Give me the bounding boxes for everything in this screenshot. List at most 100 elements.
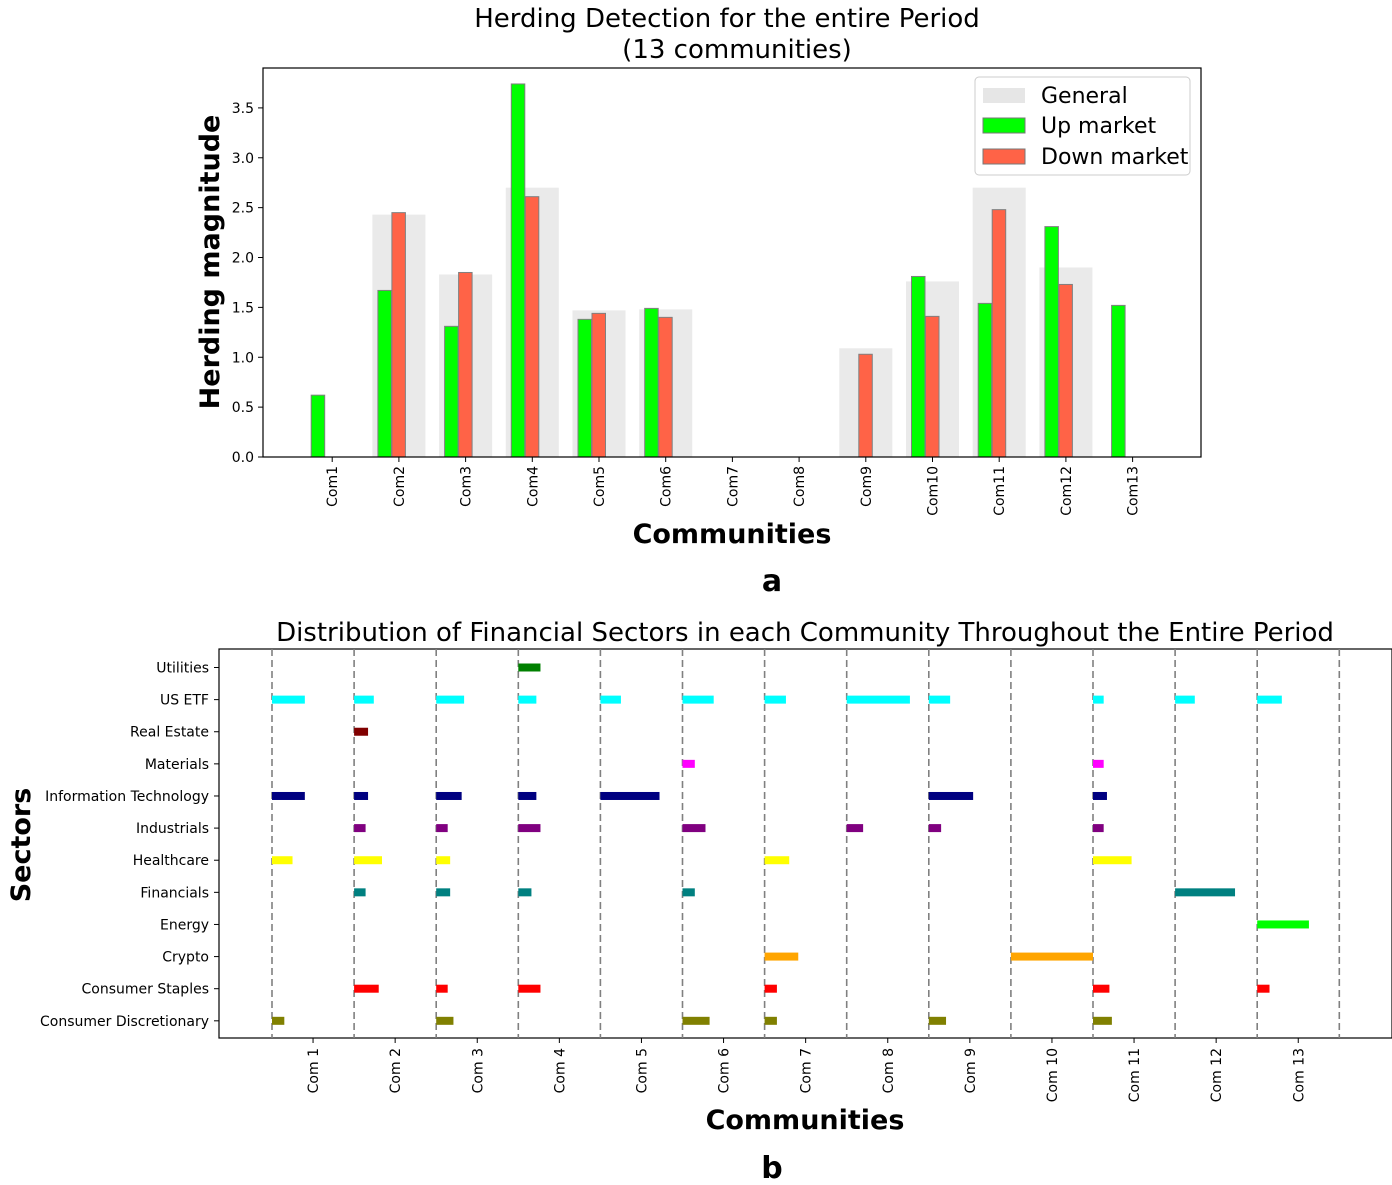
bar-up-market-com2 xyxy=(377,289,392,458)
x-tick-label-com-8: Com 8 xyxy=(881,1048,897,1093)
chart-a-title-line1: Herding Detection for the entire Period xyxy=(474,4,980,34)
bar-down-market-com4 xyxy=(524,196,540,458)
bar-down-market-com10 xyxy=(925,315,940,458)
bar-up-market-com5 xyxy=(577,318,592,458)
x-tick-label-com-1: Com 1 xyxy=(306,1048,322,1093)
y-tick-label: 0.0 xyxy=(232,450,254,466)
x-tick-label-com-2: Com 2 xyxy=(388,1048,404,1093)
bar-information-technology-com-2 xyxy=(354,791,369,800)
x-tick-label-com2: Com2 xyxy=(392,466,408,507)
x-tick-label-com-11: Com 11 xyxy=(1127,1048,1143,1102)
bar-consumer-staples-com-13 xyxy=(1257,984,1270,993)
chart-a-y-axis: 0.0 0.5 1.0 1.5 2.0 2.5 3.0 3.5 xyxy=(232,101,263,466)
x-tick-label-com-13: Com 13 xyxy=(1291,1048,1307,1102)
bar-information-technology-com-1 xyxy=(272,791,305,800)
bar-healthcare-com-1 xyxy=(272,856,293,865)
x-tick-label-com-7: Com 7 xyxy=(799,1048,815,1093)
sector-label-us-etf: US ETF xyxy=(160,693,209,709)
bar-healthcare-com-2 xyxy=(354,856,383,865)
x-tick-label-com6: Com6 xyxy=(659,466,675,507)
legend-frame xyxy=(974,76,1191,176)
panel-b: Distribution of Financial Sectors in eac… xyxy=(6,618,1392,1185)
bar-materials-com-11 xyxy=(1093,759,1104,768)
bar-down-market-com9 xyxy=(858,353,873,458)
bar-consumer-discretionary-com-11 xyxy=(1093,1016,1112,1025)
chart-a-y-label: Herding magnitude xyxy=(195,115,226,410)
bar-us-etf-com-9 xyxy=(928,695,951,704)
bar-crypto-com-10 xyxy=(1010,952,1093,961)
bar-financials-com-12 xyxy=(1175,888,1236,897)
legend-swatch-up-market xyxy=(982,117,1026,134)
sector-label-utilities: Utilities xyxy=(156,661,209,677)
bar-healthcare-com-7 xyxy=(764,856,790,865)
bar-consumer-discretionary-com-9 xyxy=(928,1016,947,1025)
bar-down-market-com2 xyxy=(391,212,406,458)
x-tick-label-com3: Com3 xyxy=(459,466,475,507)
sector-label-materials: Materials xyxy=(145,757,209,773)
bar-consumer-staples-com-11 xyxy=(1093,984,1110,993)
bar-us-etf-com-8 xyxy=(846,695,910,704)
bar-financials-com-4 xyxy=(518,888,532,897)
y-tick-label: 3.5 xyxy=(232,101,254,117)
bar-utilities-com-4 xyxy=(518,663,541,672)
legend-swatch-general xyxy=(983,88,1025,103)
y-tick-label: 2.5 xyxy=(232,201,254,217)
bar-consumer-staples-com-3 xyxy=(436,984,448,993)
chart-a-bars xyxy=(310,83,1126,458)
bar-up-market-com11 xyxy=(977,302,993,458)
chart-b-plot-frame xyxy=(218,648,1392,1039)
x-tick-label-com5: Com5 xyxy=(592,466,608,507)
chart-b-y-axis: Utilities US ETF Real Estate Materials Infor… xyxy=(40,661,219,1030)
chart-b-title: Distribution of Financial Sectors in eac… xyxy=(276,618,1334,648)
x-tick-label-com8: Com8 xyxy=(792,466,808,507)
bar-up-market-com13 xyxy=(1111,304,1126,458)
legend-label-up-market: Up market xyxy=(1041,114,1157,139)
bar-up-market-com4 xyxy=(510,83,526,458)
bar-healthcare-com-3 xyxy=(436,856,451,865)
bar-us-etf-com-12 xyxy=(1175,695,1195,704)
bar-up-market-com6 xyxy=(644,307,659,458)
chart-a-x-label: Communities xyxy=(633,519,832,550)
bar-industrials-com-3 xyxy=(436,824,448,833)
x-tick-label-com-3: Com 3 xyxy=(470,1048,486,1093)
x-tick-label-com-4: Com 4 xyxy=(552,1048,568,1093)
bar-healthcare-com-11 xyxy=(1093,856,1132,865)
bar-energy-com-13 xyxy=(1257,920,1309,929)
bar-information-technology-com-4 xyxy=(518,791,537,800)
bar-industrials-com-4 xyxy=(518,824,541,833)
bar-us-etf-com-3 xyxy=(436,695,465,704)
chart-b-y-label: Sectors xyxy=(6,788,37,903)
bar-consumer-staples-com-2 xyxy=(354,984,379,993)
bar-real-estate-com-2 xyxy=(354,727,369,736)
x-tick-label-com-10: Com 10 xyxy=(1045,1048,1061,1102)
chart-a-x-axis: Com1 Com2 Com3 Com4 Com5 Com6 Com7 Com8 Com9 Com1… xyxy=(325,457,1142,516)
y-tick-label: 2.0 xyxy=(232,251,254,267)
legend-label-down-market: Down market xyxy=(1041,145,1189,170)
sector-label-financials: Financials xyxy=(140,885,209,901)
bar-information-technology-com-3 xyxy=(436,791,462,800)
bar-consumer-staples-com-4 xyxy=(518,984,541,993)
bar-consumer-discretionary-com-1 xyxy=(272,1016,285,1025)
chart-b-x-label: Communities xyxy=(706,1105,905,1136)
y-tick-label: 1.5 xyxy=(232,300,254,316)
bar-us-etf-com-6 xyxy=(682,695,714,704)
panel-b-label: b xyxy=(761,1151,782,1185)
sector-label-consumer-staples: Consumer Staples xyxy=(82,982,209,998)
bar-financials-com-2 xyxy=(354,888,366,897)
bar-financials-com-6 xyxy=(682,888,695,897)
chart-b-community-dividers xyxy=(271,649,1341,1038)
x-tick-label-com11: Com11 xyxy=(992,466,1008,516)
bar-up-market-com12 xyxy=(1044,226,1059,458)
x-tick-label-com-6: Com 6 xyxy=(717,1048,733,1093)
bar-financials-com-3 xyxy=(436,888,451,897)
bar-us-etf-com-4 xyxy=(518,695,537,704)
y-tick-label: 3.0 xyxy=(232,151,254,167)
bar-us-etf-com-2 xyxy=(354,695,374,704)
x-tick-label-com-5: Com 5 xyxy=(634,1048,650,1093)
bar-consumer-discretionary-com-6 xyxy=(682,1016,710,1025)
bar-industrials-com-2 xyxy=(354,824,366,833)
chart-a-title-line2: (13 communities) xyxy=(622,35,852,65)
bar-down-market-com5 xyxy=(591,312,606,458)
chart-b-bars xyxy=(272,663,1309,1025)
